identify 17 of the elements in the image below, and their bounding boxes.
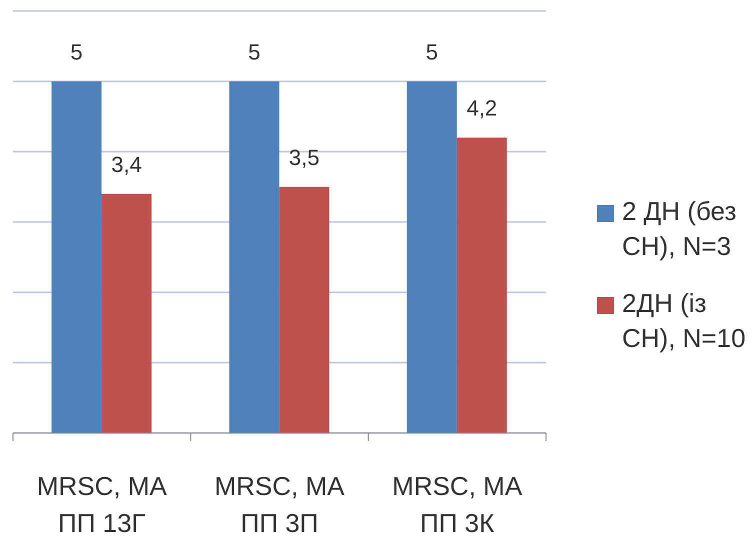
data-label: 5	[248, 39, 260, 64]
data-label: 4,2	[466, 96, 498, 121]
data-label: 3,5	[288, 144, 320, 170]
x-tick-label: MRSC, MA ПП 3К	[392, 471, 523, 537]
data-label: 5	[426, 39, 438, 64]
bar	[279, 186, 330, 433]
data-label: 3,4	[111, 152, 142, 177]
bar	[456, 138, 507, 433]
bar	[52, 81, 102, 433]
data-label: 5	[70, 39, 83, 64]
bar	[102, 194, 152, 433]
x-tick-label: MRSC, MA ПП 3П	[214, 471, 346, 537]
legend-label: 2 ДН (без СН), N=3	[622, 195, 738, 263]
legend-label: 2ДН (із СН), N=10	[622, 287, 747, 355]
bar	[229, 81, 280, 433]
bar	[406, 81, 457, 433]
x-tick-label: MRSC, MA ПП 13Г	[36, 471, 168, 537]
